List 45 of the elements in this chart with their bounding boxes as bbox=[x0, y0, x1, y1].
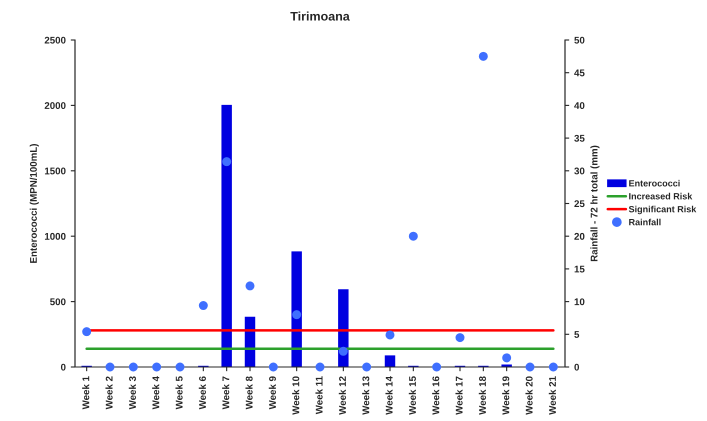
y-tick-label: 2500 bbox=[44, 36, 66, 44]
x-tick-label: Week 12 bbox=[338, 376, 346, 415]
y2-tick-label: 10 bbox=[574, 298, 584, 306]
y-tick-label: 2000 bbox=[44, 102, 66, 110]
x-tick-label: Week 20 bbox=[525, 376, 533, 415]
x-tick-label: Week 21 bbox=[548, 376, 556, 415]
y2-tick-label: 40 bbox=[574, 102, 584, 110]
x-tick-label: Week 5 bbox=[175, 376, 183, 410]
y2-tick-label: 15 bbox=[574, 266, 585, 273]
y-tick-label: 500 bbox=[50, 298, 66, 306]
y2-tick-label: 30 bbox=[574, 168, 584, 174]
x-tick-label: Week 7 bbox=[222, 376, 230, 410]
y-tick-label: 1500 bbox=[44, 168, 66, 174]
x-tick-label: Week 13 bbox=[362, 376, 370, 415]
y-axis-title: Enterococci (MPN/100mL) bbox=[30, 144, 39, 263]
y2-tick-label: 25 bbox=[574, 200, 585, 208]
x-tick-label: Week 16 bbox=[432, 376, 440, 415]
x-tick-label: Week 10 bbox=[292, 376, 300, 415]
y2-tick-label: 50 bbox=[574, 36, 584, 44]
y2-tick-label: 20 bbox=[574, 232, 584, 240]
y-tick-label: 0 bbox=[60, 364, 66, 371]
chart-title: Tirimoana bbox=[290, 11, 350, 21]
legend-label: Significant Risk bbox=[628, 206, 696, 214]
legend-label: Rainfall bbox=[629, 218, 661, 226]
x-tick-label: Week 4 bbox=[152, 376, 160, 410]
x-tick-label: Week 11 bbox=[315, 376, 323, 414]
legend-label: Enterococci bbox=[629, 180, 680, 187]
x-tick-label: Week 3 bbox=[128, 376, 136, 410]
y2-tick-label: 35 bbox=[574, 134, 585, 142]
x-tick-label: Week 15 bbox=[408, 376, 416, 415]
x-tick-label: Week 8 bbox=[245, 376, 253, 410]
legend-label: Increased Risk bbox=[629, 192, 692, 200]
x-tick-label: Week 2 bbox=[105, 376, 113, 410]
y2-axis-title: Rainfall - 72 hr total (mm) bbox=[590, 146, 600, 262]
x-tick-label: Week 19 bbox=[502, 376, 510, 415]
x-tick-label: Week 6 bbox=[198, 376, 206, 410]
x-tick-label: Week 9 bbox=[268, 376, 276, 410]
x-tick-label: Week 14 bbox=[385, 376, 393, 415]
y-tick-label: 1000 bbox=[44, 232, 66, 240]
y2-tick-label: 0 bbox=[574, 364, 580, 371]
x-tick-label: Week 1 bbox=[82, 376, 90, 410]
y2-tick-label: 45 bbox=[574, 70, 585, 76]
x-tick-label: Week 17 bbox=[455, 376, 463, 415]
x-tick-label: Week 18 bbox=[478, 376, 486, 415]
y2-tick-label: 5 bbox=[574, 331, 580, 338]
